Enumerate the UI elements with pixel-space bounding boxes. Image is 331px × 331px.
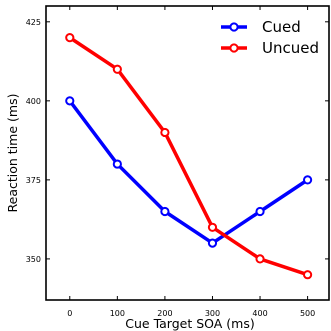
data-point-uncued [207, 222, 218, 232]
legend-label-cued: Cued [262, 18, 301, 36]
legend-marker-uncued [229, 43, 239, 53]
x-tick-label: 100 [110, 309, 125, 318]
data-point-cued [112, 159, 122, 169]
data-point-uncued [112, 64, 122, 74]
series-line-cued [68, 99, 309, 245]
series-layer [65, 33, 313, 280]
y-tick-label: 400 [26, 97, 41, 106]
series-line-uncued [68, 36, 309, 277]
y-tick-label: 350 [26, 255, 41, 264]
data-point-cued [207, 238, 218, 248]
legend-label-uncued: Uncued [262, 39, 319, 57]
data-point-cued [65, 96, 75, 106]
data-point-uncued [160, 127, 170, 138]
plot-frame [45, 5, 330, 301]
y-axis-label: Reaction time (ms) [5, 94, 20, 213]
y-axis-ticks: 350 375 400 425 [26, 18, 329, 264]
data-point-cued [302, 175, 313, 185]
data-point-uncued [65, 33, 75, 43]
data-point-cued [160, 206, 170, 217]
x-tick-label: 300 [205, 309, 220, 318]
legend: Cued Uncued [221, 18, 319, 57]
x-tick-label: 0 [67, 309, 72, 318]
x-tick-label: 400 [252, 309, 267, 318]
x-tick-label: 500 [300, 309, 315, 318]
y-tick-label: 425 [26, 18, 41, 27]
legend-marker-cued [229, 22, 239, 32]
data-point-cued [255, 206, 265, 217]
x-axis-label: Cue Target SOA (ms) [125, 316, 254, 331]
x-tick-label: 200 [157, 309, 172, 318]
y-tick-label: 375 [26, 176, 41, 185]
x-axis-ticks: 0 100 200 300 400 500 [67, 6, 315, 318]
data-point-uncued [255, 254, 265, 264]
data-point-uncued [302, 270, 313, 280]
